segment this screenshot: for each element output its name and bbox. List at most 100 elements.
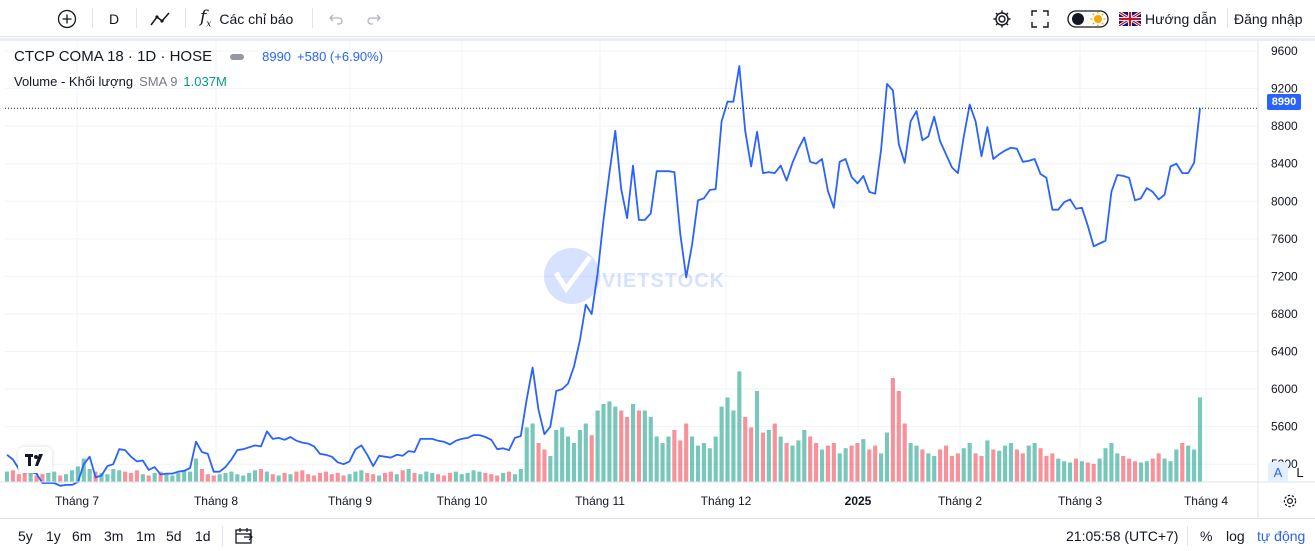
volume-bar: [684, 423, 689, 482]
axis-settings-icon[interactable]: [1282, 493, 1298, 514]
volume-bar: [258, 469, 264, 482]
uk-flag-icon: [1119, 11, 1141, 26]
range-5y[interactable]: 5y: [18, 527, 33, 544]
volume-bar: [495, 475, 500, 482]
volume-bar: [229, 471, 234, 482]
volume-bar: [205, 474, 210, 482]
log-scale-button[interactable]: L: [1296, 464, 1304, 480]
y-tick-label: 5600: [1271, 420, 1298, 434]
volume-bar: [979, 456, 984, 482]
volume-bar: [654, 436, 659, 482]
volume-bar: [453, 471, 458, 482]
range-6m[interactable]: 6m: [72, 527, 92, 544]
volume-bar: [554, 430, 559, 482]
volume-bar: [1020, 453, 1025, 482]
volume-bar: [312, 475, 317, 482]
volume-bar: [1180, 443, 1185, 482]
volume-bar: [1150, 458, 1155, 482]
volume-bar: [825, 445, 830, 482]
volume-bar: [483, 472, 488, 482]
undo-icon[interactable]: [328, 0, 344, 37]
redo-icon[interactable]: [366, 0, 382, 37]
volume-bar: [583, 423, 588, 482]
settings-gear-icon[interactable]: [992, 0, 1012, 37]
symbol-title[interactable]: CTCP COMA 18 · 1D · HOSE: [14, 48, 213, 65]
volume-bar: [566, 436, 571, 482]
volume-bar: [802, 430, 807, 482]
volume-bar: [666, 436, 671, 482]
volume-bar: [16, 474, 21, 482]
volume-bar: [353, 471, 358, 482]
volume-bar: [737, 371, 742, 482]
legend-collapse-icon[interactable]: [230, 53, 245, 60]
y-tick-label: 7200: [1271, 269, 1298, 283]
volume-bar: [754, 391, 760, 482]
volume-bar: [997, 450, 1002, 482]
x-tick-label: Tháng 9: [328, 494, 372, 508]
volume-bar: [382, 472, 388, 482]
volume-bar: [808, 436, 813, 482]
top-toolbar: D fx Các chỉ báo Hướng dẫn Đăng nhập: [0, 0, 1315, 37]
auto-scale-button[interactable]: A: [1268, 462, 1288, 482]
range-1m[interactable]: 1m: [136, 527, 156, 544]
volume-bar: [1174, 449, 1179, 482]
volume-bar: [589, 435, 594, 482]
volume-bar: [394, 474, 399, 482]
volume-bar: [1162, 458, 1167, 482]
volume-bar: [790, 445, 795, 482]
volume-bar: [690, 436, 695, 482]
volume-bar: [672, 430, 677, 482]
volume-bar: [879, 453, 884, 482]
volume-bar: [778, 436, 783, 482]
time-axis: Tháng 7 Tháng 8 Tháng 9 Tháng 10 Tháng 11 Thá…: [0, 481, 1315, 508]
volume-bar: [713, 436, 718, 482]
percent-toggle[interactable]: %: [1200, 527, 1213, 544]
volume-bar: [193, 458, 199, 482]
range-1d[interactable]: 1d: [195, 527, 211, 544]
tradingview-logo[interactable]: [18, 447, 52, 473]
volume-bar: [630, 404, 636, 482]
volume-legend: Volume - Khối lượng SMA 9 1.037M: [14, 74, 227, 89]
volume-bar: [784, 443, 789, 482]
indicators-button[interactable]: fx Các chỉ báo: [200, 0, 293, 37]
clock-time[interactable]: 21:05:58 (UTC+7): [1066, 527, 1179, 544]
volume-bar: [636, 410, 641, 482]
volume-bar: [164, 474, 169, 482]
volume-bar: [926, 453, 931, 482]
fullscreen-icon[interactable]: [1031, 0, 1049, 37]
volume-bar: [1138, 462, 1144, 482]
volume-bar: [306, 474, 311, 482]
volume-bar: [412, 472, 417, 482]
watermark-text: VIETSTOCK: [602, 270, 725, 292]
volume-label[interactable]: Volume - Khối lượng: [14, 74, 134, 89]
range-5d[interactable]: 5d: [166, 527, 182, 544]
volume-bar: [223, 472, 228, 482]
volume-bar: [264, 471, 269, 482]
volume-bar: [595, 410, 600, 482]
volume-bar: [518, 469, 523, 482]
volume-bar: [235, 474, 240, 482]
auto-toggle[interactable]: tự động: [1257, 527, 1306, 544]
login-button[interactable]: Đăng nhập: [1234, 10, 1303, 27]
language-button[interactable]: Hướng dẫn: [1119, 0, 1216, 37]
goto-date-icon[interactable]: [234, 519, 254, 551]
add-symbol-icon[interactable]: [57, 0, 77, 37]
function-icon: fx: [200, 7, 212, 30]
chart-area[interactable]: VIETSTOCK 9600 9200 8800 8400 8000 7600 7200 68…: [0, 38, 1315, 518]
volume-bar: [1014, 449, 1019, 482]
symbol-legend: CTCP COMA 18 · 1D · HOSE 8990 +580 (+6.9…: [14, 48, 383, 65]
interval-button[interactable]: D: [109, 10, 120, 27]
volume-bar: [501, 472, 506, 482]
volume-bar: [105, 474, 110, 482]
volume-bar: [188, 471, 193, 482]
range-1y[interactable]: 1y: [46, 527, 61, 544]
volume-bar: [1073, 458, 1079, 482]
theme-toggle[interactable]: [1067, 0, 1109, 37]
x-tick-label: Tháng 8: [194, 494, 238, 508]
volume-bar: [678, 440, 683, 482]
volume-bar: [335, 472, 340, 482]
price-chart[interactable]: VIETSTOCK 9600 9200 8800 8400 8000 7600 7200 68…: [0, 41, 1315, 518]
chart-type-icon[interactable]: [149, 0, 173, 37]
range-3m[interactable]: 3m: [104, 527, 124, 544]
log-toggle[interactable]: log: [1226, 527, 1245, 544]
